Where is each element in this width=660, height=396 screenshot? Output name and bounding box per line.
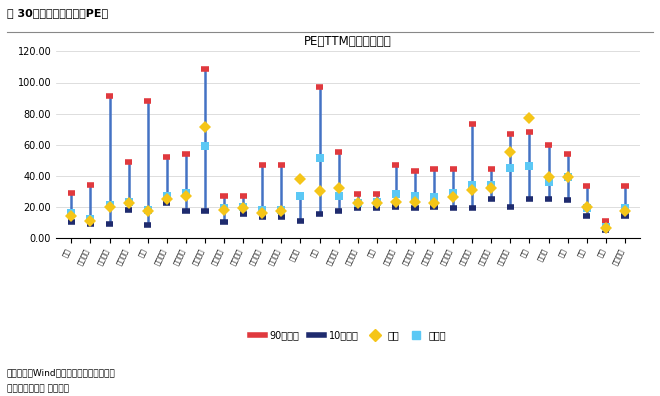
Text: 图 30：细分行业估値（PE）: 图 30：细分行业估値（PE） — [7, 8, 108, 18]
Title: PE（TTM）：申万一级: PE（TTM）：申万一级 — [304, 34, 392, 48]
Text: 数据来源：Wind，广发证券发展研究中心: 数据来源：Wind，广发证券发展研究中心 — [7, 368, 115, 377]
Legend: 90分位数, 10分位数, 当前, 中位数: 90分位数, 10分位数, 当前, 中位数 — [246, 327, 450, 345]
Text: 截止本周五收盘 单位：倍: 截止本周五收盘 单位：倍 — [7, 384, 69, 393]
